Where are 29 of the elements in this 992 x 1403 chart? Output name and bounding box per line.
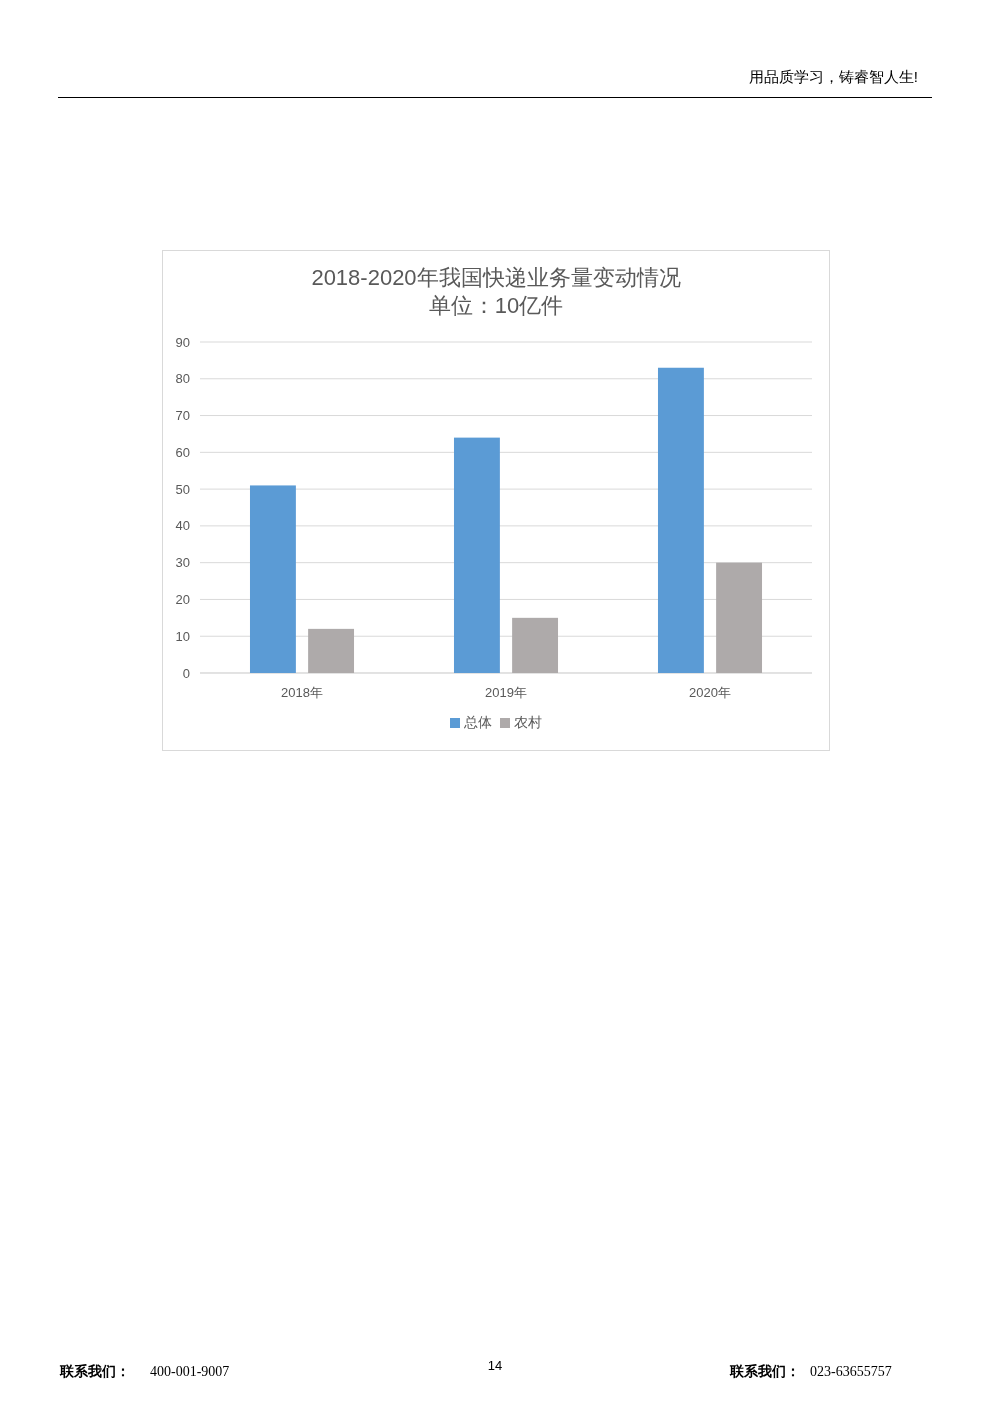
y-tick-label: 30 xyxy=(175,555,190,571)
text: 400-001-9007 xyxy=(150,1364,230,1379)
y-tick-label: 0 xyxy=(182,665,190,681)
y-tick-label: 20 xyxy=(175,591,190,607)
text: 14 xyxy=(487,1358,503,1373)
chart-subtitle: 单位：10亿件 xyxy=(428,293,564,318)
y-tick-label: 50 xyxy=(175,481,190,497)
text: 联系我们： xyxy=(729,1363,800,1379)
text: 023-63655757 xyxy=(810,1364,892,1379)
text: 用品质学习，铸睿智人生! xyxy=(748,68,918,85)
bar xyxy=(716,562,763,673)
bar xyxy=(249,485,296,673)
y-tick-label: 80 xyxy=(175,371,190,387)
text: 联系我们： xyxy=(59,1363,130,1379)
legend-label: 总体 xyxy=(463,714,492,730)
bar xyxy=(657,367,704,673)
x-tick-label: 2018年 xyxy=(281,685,323,700)
chart-title: 2018-2020年我国快递业务量变动情况 xyxy=(311,265,681,290)
y-tick-label: 90 xyxy=(175,334,190,350)
y-tick-label: 10 xyxy=(175,628,190,644)
bar xyxy=(453,437,500,673)
y-tick-label: 60 xyxy=(175,444,190,460)
bar xyxy=(308,628,355,673)
y-tick-label: 70 xyxy=(175,408,190,424)
legend-label: 农村 xyxy=(514,714,542,730)
bar xyxy=(512,617,559,673)
y-tick-label: 40 xyxy=(175,518,190,534)
x-tick-label: 2020年 xyxy=(689,685,731,700)
x-tick-label: 2019年 xyxy=(485,685,527,700)
